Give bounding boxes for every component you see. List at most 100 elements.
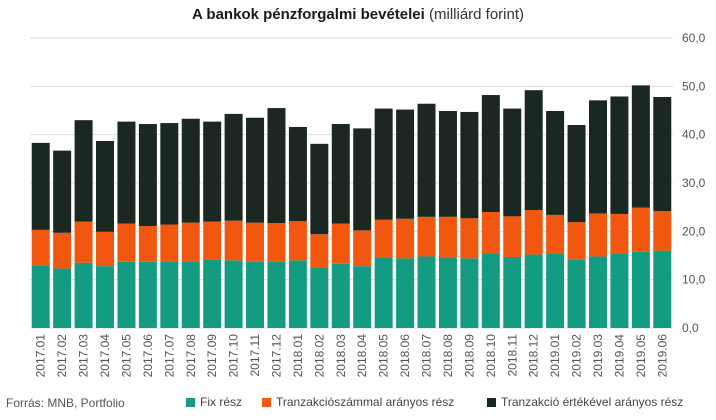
x-tick-label: 2017.08 [184, 334, 198, 378]
bar-segment-fix [460, 258, 479, 328]
bar-segment-fix [224, 260, 243, 328]
bar-segment-ertek [310, 143, 329, 235]
bar-segment-tranzakcioszam [374, 219, 393, 258]
bar-segment-fix [138, 261, 157, 328]
bar-segment-fix [653, 250, 672, 328]
x-tick-label: 2017.12 [269, 334, 283, 378]
bar-segment-ertek [53, 150, 72, 233]
x-tick-label: 2017.05 [119, 334, 133, 378]
bar-segment-ertek [267, 108, 286, 224]
bar-segment-ertek [503, 108, 522, 217]
x-tick-label: 2017.07 [162, 334, 176, 378]
bar-segment-ertek [481, 95, 500, 212]
bar-segment-tranzakcioszam [203, 221, 222, 260]
bar-segment-ertek [117, 121, 136, 224]
bar-segment-fix [53, 268, 72, 328]
bar-segment-tranzakcioszam [631, 207, 650, 252]
x-tick-label: 2017.04 [98, 334, 112, 378]
bar-segment-fix [524, 254, 543, 328]
x-tick-label: 2019.06 [655, 334, 669, 378]
x-tick-label: 2018.07 [420, 334, 434, 378]
legend-label-fix: Fix rész [200, 395, 242, 409]
bar-segment-fix [396, 258, 415, 328]
bar-segment-tranzakcioszam [417, 216, 436, 257]
bar-segment-fix [353, 266, 372, 328]
bar-segment-ertek [396, 109, 415, 219]
legend-swatch-tranzakcioszam [262, 397, 271, 407]
bar-segment-ertek [224, 113, 243, 221]
x-tick-label: 2019.04 [612, 334, 626, 378]
bar-segment-tranzakcioszam [460, 218, 479, 259]
legend-label-tranzakcioszam: Tranzakciószámmal arányos rész [276, 395, 455, 409]
bar-segment-fix [310, 267, 329, 328]
x-tick-label: 2019.05 [634, 334, 648, 378]
bar-segment-tranzakcioszam [438, 216, 457, 258]
bar-segment-ertek [96, 140, 115, 232]
legend-item-fix: Fix rész [186, 395, 242, 409]
bar-segment-tranzakcioszam [653, 211, 672, 251]
bar-segment-tranzakcioszam [53, 232, 72, 269]
bar-segment-tranzakcioszam [138, 226, 157, 262]
x-tick-label: 2018.04 [355, 334, 369, 378]
chart-title-unit: (milliárd forint) [429, 6, 525, 23]
bar-segment-fix [181, 261, 200, 328]
x-tick-label: 2019.01 [548, 334, 562, 378]
bar-segment-fix [288, 260, 307, 328]
y-tick-label: 50,0 [682, 79, 706, 93]
bar-segment-fix [481, 253, 500, 328]
bar-segment-fix [417, 256, 436, 328]
bar-segment-tranzakcioszam [610, 213, 629, 254]
bar-segment-ertek [160, 123, 179, 225]
bar-segment-ertek [246, 117, 265, 223]
bar-segment-ertek [203, 121, 222, 222]
bar-segment-fix [588, 256, 607, 328]
x-tick-label: 2017.03 [77, 334, 91, 378]
x-tick-label: 2018.05 [377, 334, 391, 378]
bar-segment-ertek [653, 96, 672, 212]
legend-item-ertek: Tranzakció értékével arányos rész [487, 395, 683, 409]
bar-segment-tranzakcioszam [267, 223, 286, 262]
bar-segment-fix [438, 257, 457, 328]
x-tick-label: 2017.10 [227, 334, 241, 378]
x-tick-label: 2018.02 [312, 334, 326, 378]
x-tick-label: 2018.03 [334, 334, 348, 378]
x-tick-label: 2017.09 [205, 334, 219, 378]
bar-segment-ertek [331, 124, 350, 224]
bar-segment-fix [117, 261, 136, 328]
bar-segment-fix [74, 262, 93, 328]
chart-title-bold: A bankok pénzforgalmi bevételei [191, 6, 425, 23]
source-note: Forrás: MNB, Portfolio [6, 396, 125, 410]
y-tick-label: 10,0 [682, 273, 706, 287]
bar-segment-ertek [524, 90, 543, 211]
bar-segment-fix [610, 253, 629, 328]
bar-segment-ertek [567, 125, 586, 223]
bar-segment-fix [96, 266, 115, 328]
bar-segment-ertek [138, 124, 157, 227]
bar-segment-tranzakcioszam [310, 234, 329, 268]
bar-segment-ertek [546, 110, 565, 215]
bar-segment-tranzakcioszam [246, 222, 265, 262]
bar-segment-fix [31, 265, 50, 328]
y-tick-label: 30,0 [682, 176, 706, 190]
bar-segment-tranzakcioszam [31, 229, 50, 266]
x-tick-label: 2018.12 [527, 334, 541, 378]
bar-segment-tranzakcioszam [588, 213, 607, 257]
bar-segment-fix [203, 259, 222, 328]
x-tick-label: 2017.06 [141, 334, 155, 378]
bar-segment-tranzakcioszam [331, 223, 350, 264]
bar-segment-ertek [288, 126, 307, 222]
x-tick-label: 2017.11 [248, 334, 262, 377]
bar-segment-ertek [353, 128, 372, 231]
bar-segment-tranzakcioszam [160, 224, 179, 262]
bar-segment-ertek [181, 118, 200, 223]
bar-segment-tranzakcioszam [567, 222, 586, 260]
x-tick-label: 2018.08 [441, 334, 455, 378]
bar-segment-fix [246, 261, 265, 328]
y-tick-label: 20,0 [682, 224, 706, 238]
x-tick-label: 2018.06 [398, 334, 412, 378]
x-tick-label: 2017.02 [55, 334, 69, 378]
bar-segment-tranzakcioszam [481, 212, 500, 254]
legend-swatch-fix [186, 397, 195, 407]
bar-segment-fix [631, 251, 650, 328]
